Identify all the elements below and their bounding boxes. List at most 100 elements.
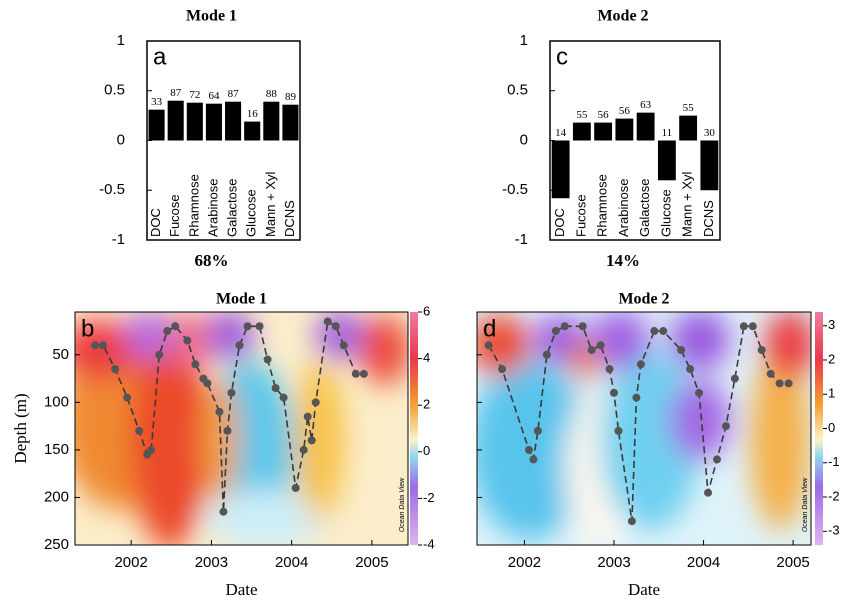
x-tick-label: Rhamnose	[595, 174, 610, 237]
y-tick-label: 0	[520, 131, 528, 148]
depth-point	[91, 341, 100, 350]
bar-annotation: 11	[662, 127, 673, 139]
depth-point	[757, 346, 766, 355]
depth-point	[299, 445, 308, 454]
x-tick-label: DOC	[552, 208, 567, 237]
bar	[167, 100, 184, 141]
depth-point	[339, 341, 348, 350]
bar	[594, 122, 613, 141]
bar	[186, 102, 203, 141]
depth-point	[524, 445, 533, 454]
x-tick-label: Glucose	[244, 189, 259, 237]
colorbar-tick-label: -2	[423, 490, 435, 505]
chart-title: Mode 1	[216, 291, 267, 308]
y-tick-label: -0.5	[502, 181, 528, 198]
depth-point	[171, 322, 180, 331]
depth-point	[147, 445, 156, 454]
x-tick-label: Rhamnose	[186, 174, 201, 237]
y-tick-label: 0.5	[507, 82, 528, 99]
depth-point	[111, 365, 120, 374]
field-b	[75, 312, 408, 545]
colorbar-tick-label: 2	[828, 351, 835, 366]
depth-point	[263, 355, 272, 364]
depth-point	[291, 483, 300, 492]
depth-point	[551, 327, 560, 336]
depth-point	[223, 426, 232, 435]
depth-point	[739, 322, 748, 331]
colorbar	[410, 312, 418, 545]
depth-point	[183, 336, 192, 345]
x-tick-label: Arabinose	[205, 178, 220, 237]
depth-point	[235, 341, 244, 350]
x-axis-label: Date	[225, 580, 257, 599]
x-tick-label: Galactose	[637, 178, 652, 237]
chart-title: Mode 2	[618, 291, 669, 308]
x-tick-label: 2003	[195, 554, 228, 571]
y-tick-label: 50	[52, 346, 69, 363]
bar-annotation: 55	[576, 109, 588, 121]
bar	[636, 112, 655, 141]
colorbar	[815, 312, 823, 545]
depth-point	[542, 350, 551, 359]
bar	[205, 103, 222, 141]
depth-point	[351, 369, 360, 378]
depth-point	[659, 327, 668, 336]
x-tick-label: Fucose	[167, 194, 182, 237]
depth-point	[775, 379, 784, 388]
y-tick-label: 150	[44, 441, 69, 458]
bar-annotation: 16	[247, 108, 259, 120]
y-tick-label: 1	[117, 32, 125, 49]
bar	[551, 140, 570, 199]
plot-frame	[146, 40, 301, 241]
depth-point	[243, 322, 252, 331]
bar	[282, 104, 299, 141]
depth-point	[255, 322, 264, 331]
depth-point	[227, 388, 236, 397]
depth-point	[712, 455, 721, 464]
bar-annotation: 64	[208, 90, 220, 102]
x-tick-label: Fucose	[573, 194, 588, 237]
colorbar-tick-label: 6	[423, 303, 430, 318]
colorbar-tick-label: -1	[828, 454, 840, 469]
plot-frame	[476, 311, 812, 546]
depth-point	[163, 327, 172, 336]
depth-point	[498, 365, 507, 374]
x-tick-label: 2005	[776, 554, 809, 571]
depth-point	[191, 360, 200, 369]
bar	[263, 101, 280, 141]
depth-point	[587, 346, 596, 355]
field-d	[477, 312, 811, 545]
depth-point	[784, 379, 793, 388]
depth-point	[271, 384, 280, 393]
bar-annotation: 14	[555, 127, 567, 139]
bar	[615, 118, 634, 141]
bar	[700, 140, 719, 191]
depth-point	[155, 350, 164, 359]
depth-point	[123, 393, 132, 402]
plot-frame	[549, 40, 721, 241]
y-tick-label: -0.5	[99, 181, 125, 198]
bar-annotation: 89	[285, 91, 297, 103]
x-tick-label: 2003	[597, 554, 630, 571]
bar-annotation: 55	[683, 102, 695, 114]
y-tick-label: 200	[44, 488, 69, 505]
bar-annotation: 33	[151, 96, 163, 108]
depth-point	[677, 346, 686, 355]
bar-annotation: 56	[619, 105, 631, 117]
depth-point	[219, 507, 228, 516]
depth-point	[359, 369, 368, 378]
depth-point	[578, 322, 587, 331]
depth-point	[99, 341, 108, 350]
depth-point	[303, 412, 312, 421]
watermark: Ocean Data View	[399, 477, 406, 532]
depth-point	[484, 341, 493, 350]
x-axis-label: Date	[628, 580, 660, 599]
x-tick-label: 2005	[355, 554, 388, 571]
colorbar-tick-label: 1	[828, 386, 835, 401]
y-axis-label: Depth (m)	[11, 393, 30, 463]
panel-label: d	[483, 315, 496, 342]
depth-point	[323, 317, 332, 326]
bar-annotation: 87	[228, 88, 240, 100]
watermark: Ocean Data View	[802, 477, 809, 532]
depth-point	[704, 488, 713, 497]
